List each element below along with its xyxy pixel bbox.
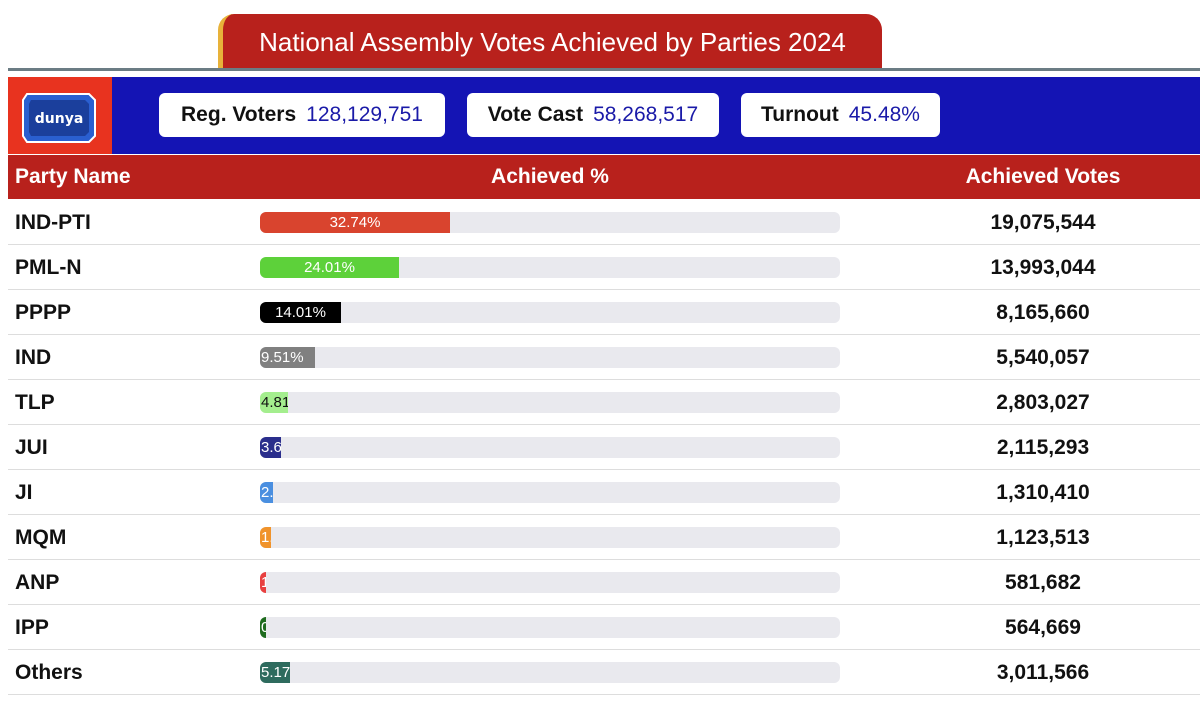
table-row: JUI 3.6 2,115,293 [8, 425, 1200, 470]
table-row: IND-PTI 32.74% 19,075,544 [8, 200, 1200, 245]
vote-count: 2,115,293 [996, 436, 1090, 459]
party-name: IPP [15, 616, 49, 639]
vote-count: 3,011,566 [996, 661, 1090, 684]
table-row: IND 9.51% 5,540,057 [8, 335, 1200, 380]
vote-count: 564,669 [1005, 616, 1081, 639]
party-name: MQM [15, 526, 67, 549]
table-row: ANP 1 581,682 [8, 560, 1200, 605]
dunya-logo: dunya [8, 77, 112, 154]
vote-count: 581,682 [1005, 571, 1081, 594]
table-row: TLP 4.81 2,803,027 [8, 380, 1200, 425]
percent-bar-track: 14.01% [260, 302, 840, 323]
table-row: Others 5.17 3,011,566 [8, 650, 1200, 695]
achieved-votes-header: Achieved Votes [965, 165, 1121, 188]
table-row: IPP 0 564,669 [8, 605, 1200, 650]
percent-bar-track: 32.74% [260, 212, 840, 233]
table-row: JI 2. 1,310,410 [8, 470, 1200, 515]
party-name: IND-PTI [15, 211, 91, 234]
percent-bar-track: 24.01% [260, 257, 840, 278]
percent-bar: 32.74% [260, 212, 450, 233]
turnout-label: Turnout [761, 103, 839, 126]
party-name: TLP [15, 391, 55, 414]
percent-bar: 3.6 [260, 437, 281, 458]
percent-bar: 5.17 [260, 662, 290, 683]
vote-cast-label: Vote Cast [487, 103, 584, 126]
vote-cast-card: Vote Cast 58,268,517 [467, 93, 719, 137]
table-header: Party Name Achieved % Achieved Votes [8, 155, 1200, 199]
reg-voters-value: 128,129,751 [306, 103, 423, 126]
reg-voters-card: Reg. Voters 128,129,751 [159, 93, 445, 137]
percent-bar-track: 4.81 [260, 392, 840, 413]
party-name: JUI [15, 436, 48, 459]
vote-count: 8,165,660 [996, 301, 1090, 324]
stats-bar: dunya Reg. Voters 128,129,751 Vote Cast … [8, 77, 1200, 154]
table-row: PML-N 24.01% 13,993,044 [8, 245, 1200, 290]
vote-count: 19,075,544 [990, 211, 1096, 234]
percent-bar: 14.01% [260, 302, 341, 323]
party-name: JI [15, 481, 33, 504]
reg-voters-label: Reg. Voters [181, 103, 297, 126]
vote-count: 1,123,513 [996, 526, 1090, 549]
turnout-card: Turnout 45.48% [741, 93, 940, 137]
title-divider [8, 68, 1200, 71]
percent-bar-track: 2. [260, 482, 840, 503]
logo-text: dunya [35, 111, 84, 127]
percent-bar: 24.01% [260, 257, 399, 278]
logo-icon: dunya [22, 92, 96, 143]
table-row: MQM 1. 1,123,513 [8, 515, 1200, 560]
achieved-percent-header: Achieved % [491, 165, 609, 188]
percent-bar: 1 [260, 572, 266, 593]
vote-count: 13,993,044 [990, 256, 1096, 279]
party-name-header: Party Name [15, 165, 131, 188]
vote-count: 5,540,057 [996, 346, 1090, 369]
percent-bar-track: 1 [260, 572, 840, 593]
percent-bar: 2. [260, 482, 273, 503]
percent-bar-track: 9.51% [260, 347, 840, 368]
party-name: ANP [15, 571, 60, 594]
vote-cast-value: 58,268,517 [593, 103, 699, 126]
percent-bar: 0 [260, 617, 266, 638]
percent-bar-track: 0 [260, 617, 840, 638]
chart-title: National Assembly Votes Achieved by Part… [218, 14, 882, 70]
percent-bar: 1. [260, 527, 271, 548]
party-name: Others [15, 661, 83, 684]
vote-count: 2,803,027 [996, 391, 1090, 414]
percent-bar: 9.51% [260, 347, 315, 368]
party-name: PPPP [15, 301, 72, 324]
turnout-value: 45.48% [848, 103, 920, 126]
vote-count: 1,310,410 [996, 481, 1090, 504]
percent-bar-track: 1. [260, 527, 840, 548]
percent-bar-track: 3.6 [260, 437, 840, 458]
percent-bar-track: 5.17 [260, 662, 840, 683]
table-row: PPPP 14.01% 8,165,660 [8, 290, 1200, 335]
party-name: PML-N [15, 256, 82, 279]
party-name: IND [15, 346, 52, 369]
percent-bar: 4.81 [260, 392, 288, 413]
